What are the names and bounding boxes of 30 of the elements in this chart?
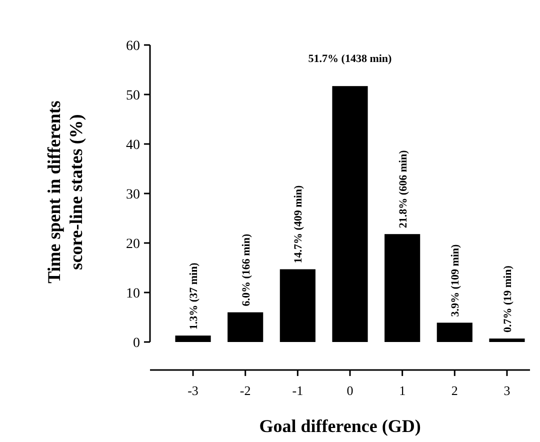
x-tick-label: 0 (346, 383, 354, 398)
y-tick-label: 10 (126, 286, 140, 302)
data-label: 3.9% (109 min) (450, 244, 462, 317)
y-axis-title: Time spent in differents score-line states (%) (44, 100, 86, 284)
bar (280, 269, 316, 342)
y-tick-label: 30 (126, 187, 140, 202)
bar (175, 336, 211, 342)
y-tick-label: 0 (133, 336, 140, 351)
x-tick-label: -1 (292, 383, 304, 398)
data-label: 51.7% (1438 min) (308, 53, 392, 66)
x-axis-title: Goal difference (GD) (259, 416, 421, 436)
bar (228, 312, 264, 342)
x-tick-label: -3 (188, 383, 198, 398)
x-tick-label: -2 (240, 383, 251, 398)
y-tick-label: 50 (126, 88, 140, 104)
data-label: 14.7% (409 min) (292, 184, 305, 264)
data-label: 0.7% (19 min) (502, 265, 514, 333)
data-label: 6.0% (166 min) (240, 234, 252, 306)
bar (384, 234, 420, 342)
bar (436, 322, 472, 342)
data-label: 1.3% (37 min) (188, 262, 200, 330)
y-tick-label: 20 (126, 236, 140, 252)
y-tick-label: 40 (126, 138, 140, 153)
bar (332, 86, 368, 342)
data-label: 21.8% (606 min) (397, 150, 410, 228)
x-tick-label: 2 (451, 383, 458, 398)
bar (489, 338, 525, 342)
y-tick-label: 60 (126, 38, 140, 54)
x-tick-label: 1 (399, 383, 406, 398)
x-tick-label: 3 (504, 383, 510, 398)
